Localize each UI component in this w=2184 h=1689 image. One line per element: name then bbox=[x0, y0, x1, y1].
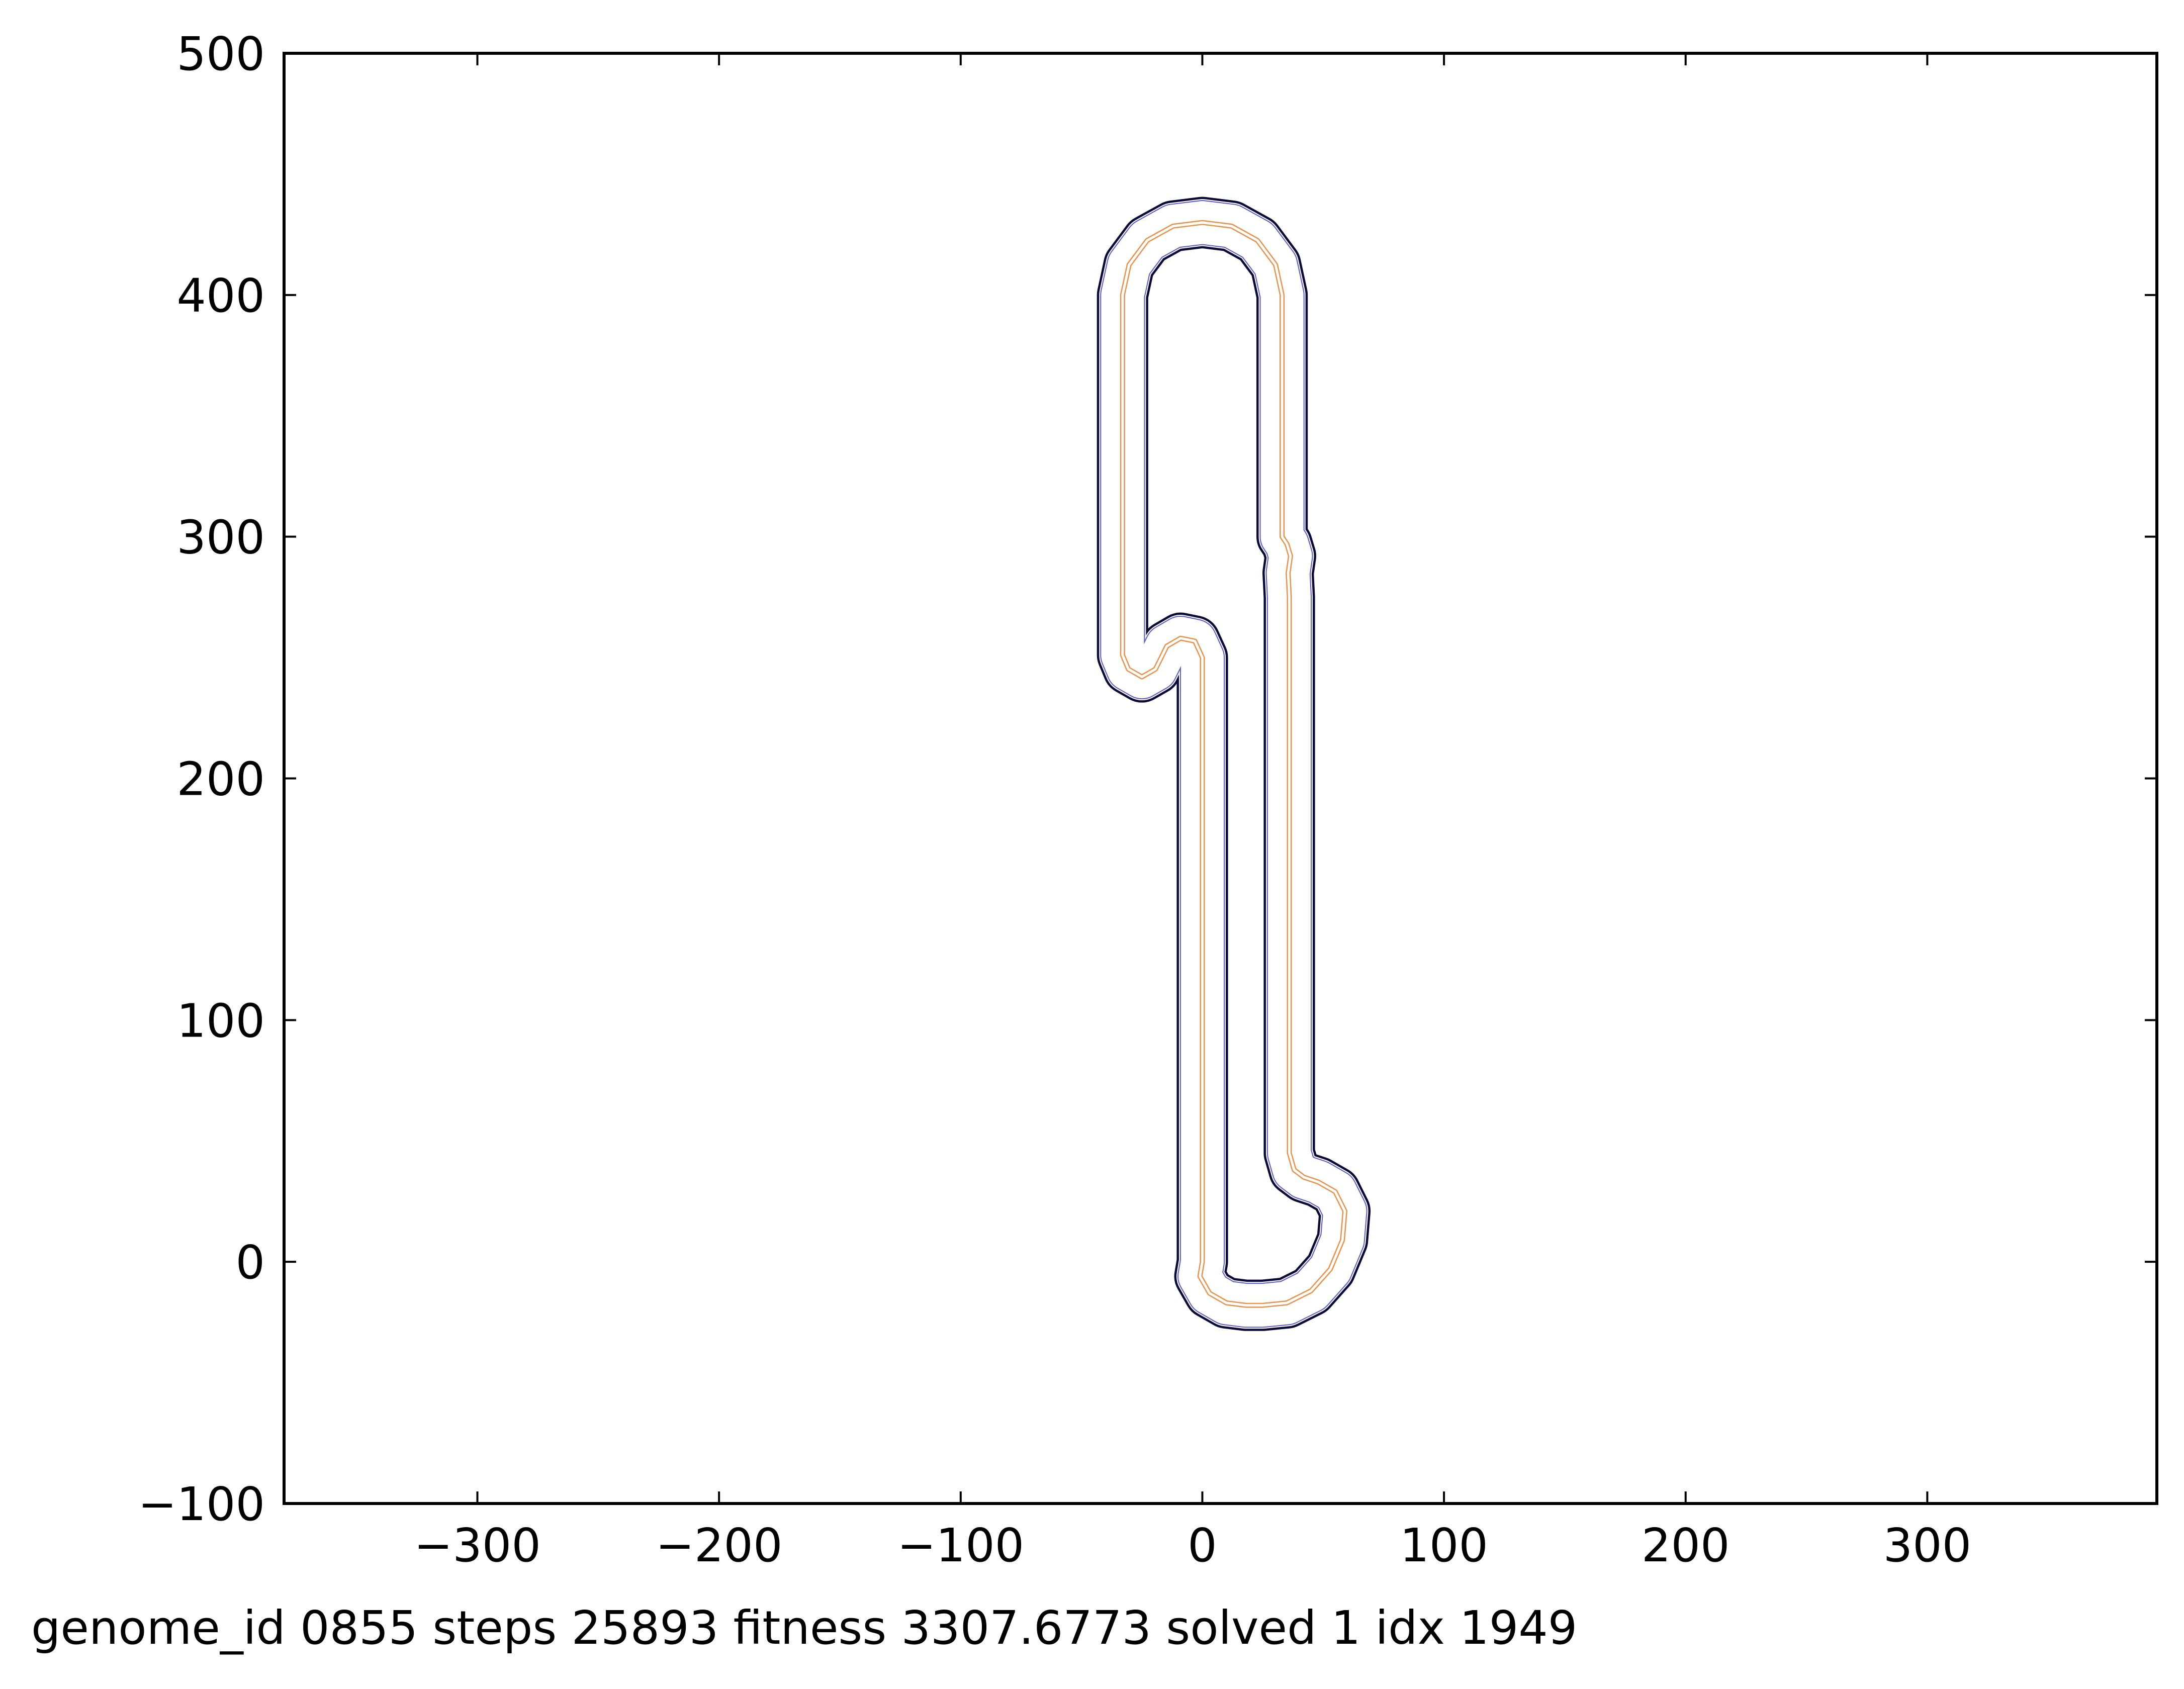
y-tick-labels: −100 0 100 200 300 400 500 bbox=[138, 27, 265, 1531]
y-tick-label: 100 bbox=[176, 994, 265, 1048]
y-tick-label: 400 bbox=[176, 269, 265, 323]
y-tick-label: 500 bbox=[176, 27, 265, 81]
y-tick-label: 200 bbox=[176, 753, 265, 806]
x-tick-label: 0 bbox=[1188, 1519, 1217, 1572]
tick-marks bbox=[284, 52, 2157, 1505]
track-path bbox=[1097, 197, 1371, 1331]
x-tick-label: 200 bbox=[1642, 1519, 1730, 1572]
y-tick-label: 300 bbox=[176, 511, 265, 565]
x-tick-label: −100 bbox=[897, 1519, 1024, 1572]
x-tick-labels: −300 −200 −100 0 100 200 300 bbox=[414, 1519, 1971, 1572]
x-tick-label: −200 bbox=[656, 1519, 783, 1572]
y-tick-label: 0 bbox=[235, 1236, 265, 1289]
y-tick-label: −100 bbox=[138, 1477, 265, 1531]
x-tick-label: −300 bbox=[414, 1519, 541, 1572]
run-stats-caption: genome_id 0855 steps 25893 fitness 3307.… bbox=[31, 1601, 1577, 1655]
x-tick-label: 300 bbox=[1883, 1519, 1972, 1572]
track-center-gap bbox=[1121, 221, 1346, 1307]
plot-area bbox=[283, 52, 2158, 1505]
x-tick-label: 100 bbox=[1400, 1519, 1488, 1572]
